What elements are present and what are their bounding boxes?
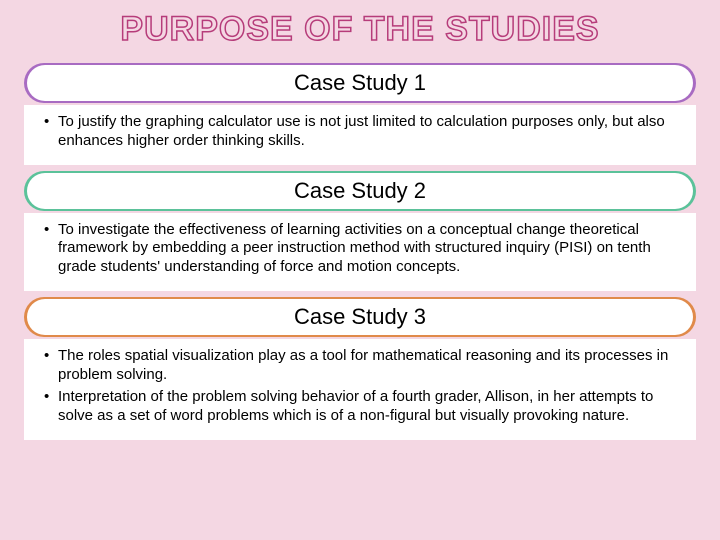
- section-inner-2: Case Study 2: [27, 173, 693, 209]
- section-band-2: Case Study 2: [24, 171, 696, 211]
- section-inner-1: Case Study 1: [27, 65, 693, 101]
- page-title: PURPOSE OF THE STUDIES: [24, 10, 696, 49]
- bullet-item: The roles spatial visualization play as …: [44, 347, 676, 385]
- section-label-2: Case Study 2: [294, 178, 426, 203]
- bullet-item: Interpretation of the problem solving be…: [44, 388, 676, 426]
- section-inner-3: Case Study 3: [27, 299, 693, 335]
- section-band-3: Case Study 3: [24, 297, 696, 337]
- section-label-3: Case Study 3: [294, 304, 426, 329]
- section-bullets-1: To justify the graphing calculator use i…: [24, 105, 696, 165]
- section-label-1: Case Study 1: [294, 70, 426, 95]
- section-bullets-2: To investigate the effectiveness of lear…: [24, 213, 696, 291]
- section-bullets-3: The roles spatial visualization play as …: [24, 339, 696, 440]
- section-band-1: Case Study 1: [24, 63, 696, 103]
- bullet-item: To justify the graphing calculator use i…: [44, 113, 676, 151]
- bullet-item: To investigate the effectiveness of lear…: [44, 221, 676, 277]
- slide-container: PURPOSE OF THE STUDIES Case Study 1 To j…: [0, 0, 720, 540]
